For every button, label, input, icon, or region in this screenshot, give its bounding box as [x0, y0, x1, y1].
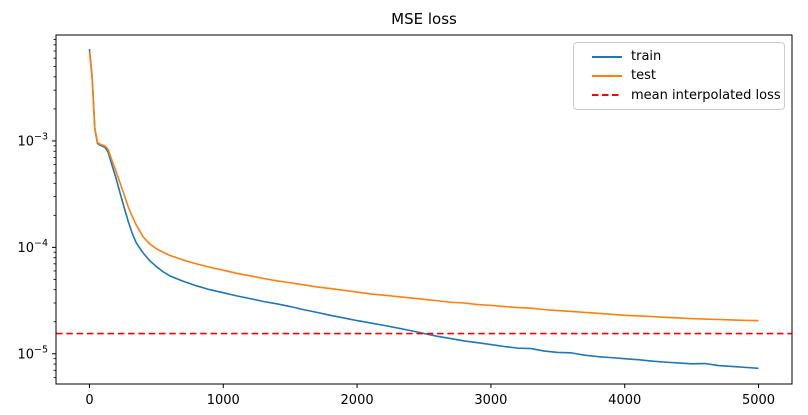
- test-curve: [88, 51, 759, 322]
- axis-ticks: [52, 39, 760, 388]
- legend-line-sample-solid: [592, 55, 622, 58]
- x-tick-label: 0: [85, 393, 93, 408]
- axes-spines: [55, 34, 793, 385]
- x-tick-label: 3000: [474, 393, 507, 408]
- y-tick-label: 10−5: [17, 344, 48, 362]
- x-tick-label: 1000: [207, 393, 240, 408]
- train-curve: [88, 49, 759, 370]
- axes-border: [55, 34, 793, 385]
- x-tick-label: 4000: [608, 393, 641, 408]
- y-tick-label: 10−4: [17, 238, 48, 256]
- legend: train test mean interpolated loss: [573, 42, 785, 110]
- legend-line-sample-dashed: [592, 94, 622, 97]
- legend-label: test: [631, 68, 656, 84]
- chart-title: MSE loss: [391, 10, 457, 28]
- y-tick-label: 10−3: [17, 131, 48, 149]
- x-tick-label: 2000: [341, 393, 374, 408]
- legend-label: mean interpolated loss: [631, 87, 781, 103]
- legend-label: train: [631, 49, 662, 65]
- legend-row: mean interpolated loss: [592, 89, 781, 102]
- axis-tick-labels: 0 1000 2000 3000 4000 5000 10−3 10−4 10−5: [17, 131, 775, 408]
- legend-row: train: [592, 50, 776, 63]
- legend-row: test: [592, 69, 776, 82]
- legend-line-sample-solid: [592, 74, 622, 77]
- plot-curves: [56, 49, 792, 370]
- x-tick-label: 5000: [742, 393, 775, 408]
